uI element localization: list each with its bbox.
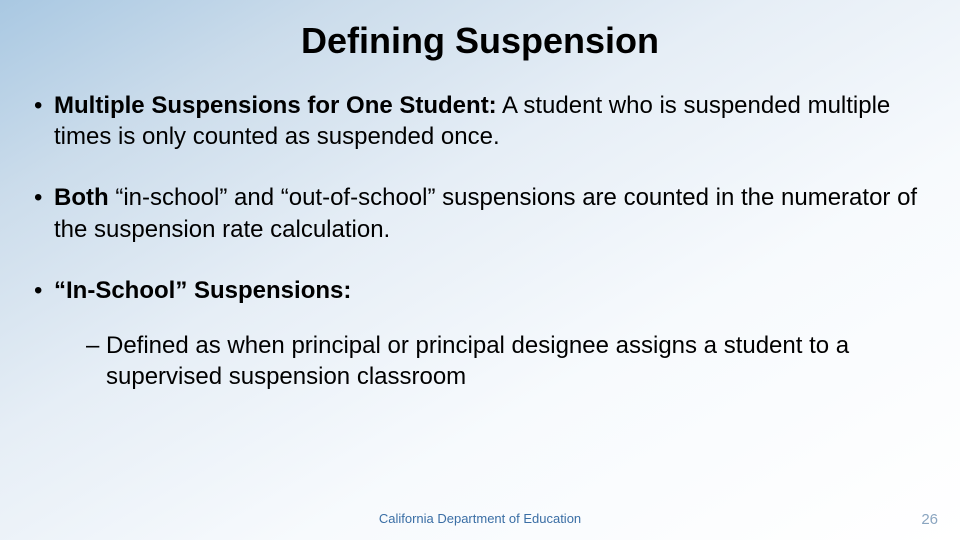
bullet-item: Multiple Suspensions for One Student: A … (30, 90, 930, 152)
bullet-bold-lead: “In-School” Suspensions: (54, 277, 351, 304)
bullet-bold-lead: Both (54, 184, 109, 211)
bullet-item: Both “in-school” and “out-of-school” sus… (30, 182, 930, 244)
bullet-item: “In-School” Suspensions: (30, 275, 930, 306)
page-number: 26 (921, 511, 938, 528)
bullet-text: “in-school” and “out-of-school” suspensi… (54, 184, 917, 242)
slide-title: Defining Suspension (30, 20, 930, 62)
slide-content: Multiple Suspensions for One Student: A … (30, 90, 930, 392)
slide-container: Defining Suspension Multiple Suspensions… (0, 0, 960, 540)
sub-bullet-text: Defined as when principal or principal d… (106, 332, 849, 390)
sub-bullet-item: Defined as when principal or principal d… (30, 330, 930, 392)
bullet-bold-lead: Multiple Suspensions for One Student: (54, 92, 497, 119)
footer-text: California Department of Education (0, 511, 960, 526)
